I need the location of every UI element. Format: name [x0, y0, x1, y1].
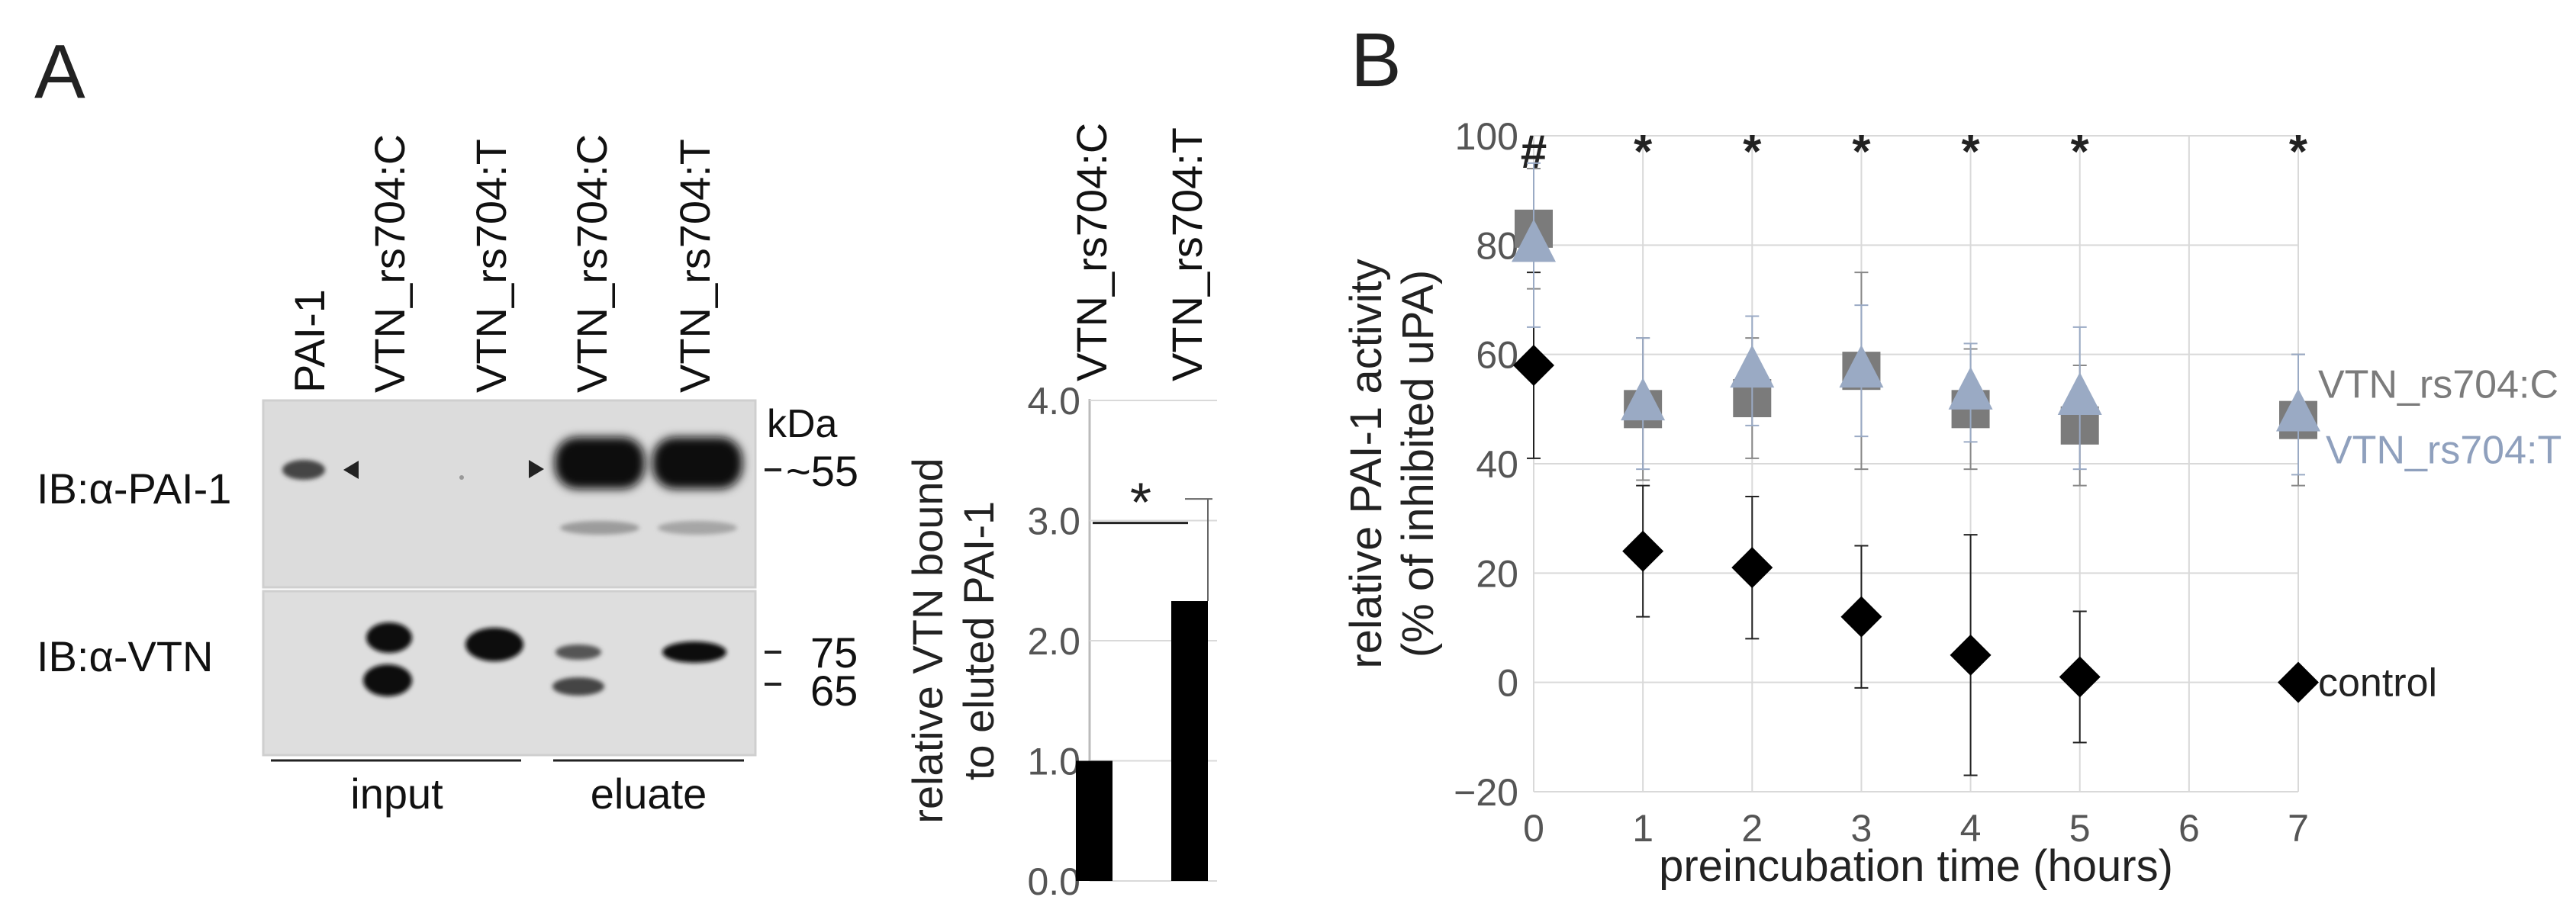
- scatter-y-label: (% of inhibited uPA): [1393, 270, 1443, 657]
- point-control: [1622, 530, 1664, 572]
- scatter-y-tick-label: 80: [1476, 224, 1518, 267]
- panel-b-label: B: [1351, 18, 1402, 103]
- scatter-y-tick-label: 20: [1476, 552, 1518, 595]
- point-vtn-t: [2276, 388, 2320, 432]
- scatter-x-tick-label: 2: [1741, 807, 1763, 850]
- group-label-eluate: eluate: [591, 770, 707, 818]
- point-vtn-t: [1512, 219, 1556, 262]
- point-control: [1731, 547, 1773, 589]
- legend-vtn-t: VTN_rs704:T: [2326, 429, 2562, 473]
- group-label-input: input: [350, 770, 443, 818]
- scatter-y-label: relative PAI-1 activity: [1341, 259, 1391, 668]
- lane-label-5: VTN_rs704:T: [671, 139, 719, 393]
- bar-chart: 0.0 1.0 2.0 3.0 4.0 relative VTN bound to elut…: [903, 123, 1217, 903]
- point-control: [1840, 596, 1882, 638]
- significance-star: *: [1130, 473, 1151, 534]
- scatter-x-tick-label: 0: [1523, 807, 1544, 850]
- scatter-x-tick-label: 6: [2178, 807, 2200, 850]
- scatter-x-label: preincubation time (hours): [1659, 841, 2173, 891]
- point-control: [1513, 345, 1554, 386]
- lane-label-4: VTN_rs704:C: [568, 134, 616, 393]
- legend-vtn-c: VTN_rs704:C: [2318, 363, 2558, 407]
- scatter-y-tick-label: −20: [1454, 771, 1518, 814]
- blot-vtn: [262, 590, 757, 757]
- significance-mark: *: [1852, 126, 1871, 178]
- panel-a-label: A: [34, 29, 85, 114]
- scatter-y-tick-label: 0: [1497, 662, 1518, 705]
- scatter-y-tick-label: 40: [1476, 443, 1518, 486]
- legend-control: control: [2318, 661, 2437, 706]
- significance-mark: *: [2289, 126, 2308, 178]
- scatter-x-tick-label: 3: [1851, 807, 1872, 850]
- bar-category-label: VTN_rs704:T: [1163, 127, 1211, 381]
- mw-marker-75: 75: [810, 628, 858, 677]
- significance-mark: *: [1634, 126, 1653, 178]
- kda-label: kDa: [767, 402, 838, 446]
- significance-mark: *: [1962, 126, 1981, 178]
- scatter-y-tick-label: 100: [1455, 115, 1518, 158]
- bar-y-label: relative VTN bound: [903, 458, 952, 823]
- point-vtn-t: [2057, 372, 2102, 415]
- bar: [1076, 760, 1113, 881]
- point-control: [1950, 634, 1992, 676]
- mw-marker-65: 65: [810, 667, 858, 715]
- lane-label-3: VTN_rs704:T: [467, 139, 515, 393]
- blot-pai1: [262, 399, 757, 589]
- point-vtn-t: [1839, 345, 1884, 388]
- point-vtn-t: [1948, 366, 1993, 410]
- bar-y-tick-label: 1.0: [1027, 741, 1080, 783]
- point-vtn-t: [1621, 378, 1666, 421]
- mw-marker-55: ~55: [786, 447, 858, 495]
- point-vtn-t: [1730, 345, 1775, 388]
- scatter-x-tick-label: 7: [2288, 807, 2309, 850]
- bar-y-tick-label: 4.0: [1027, 380, 1080, 423]
- blot-label-vtn: IB:α-VTN: [37, 632, 214, 680]
- bar-y-tick-label: 2.0: [1027, 620, 1080, 663]
- panel-a: A PAI-1 VTN_rs704:C VTN_rs704:T VTN_rs70…: [34, 29, 1217, 903]
- lane-label-2: VTN_rs704:C: [365, 134, 414, 393]
- lane-label-1: PAI-1: [285, 289, 333, 393]
- bar-category-label: VTN_rs704:C: [1067, 123, 1116, 381]
- point-control: [2278, 661, 2319, 703]
- bar-y-tick-label: 3.0: [1027, 500, 1080, 543]
- bar-y-tick-label: 0.0: [1027, 860, 1080, 903]
- bar: [1171, 601, 1208, 881]
- scatter-x-tick-label: 5: [2069, 807, 2091, 850]
- scatter-x-tick-label: 1: [1632, 807, 1653, 850]
- point-control: [2059, 656, 2101, 698]
- scatter-x-tick-label: 4: [1960, 807, 1982, 850]
- significance-mark: *: [2071, 126, 2090, 178]
- significance-mark: *: [1743, 126, 1762, 178]
- bar-y-label: to eluted PAI-1: [955, 501, 1003, 780]
- blot-label-pai1: IB:α-PAI-1: [37, 465, 231, 513]
- scatter-y-tick-label: 60: [1476, 334, 1518, 377]
